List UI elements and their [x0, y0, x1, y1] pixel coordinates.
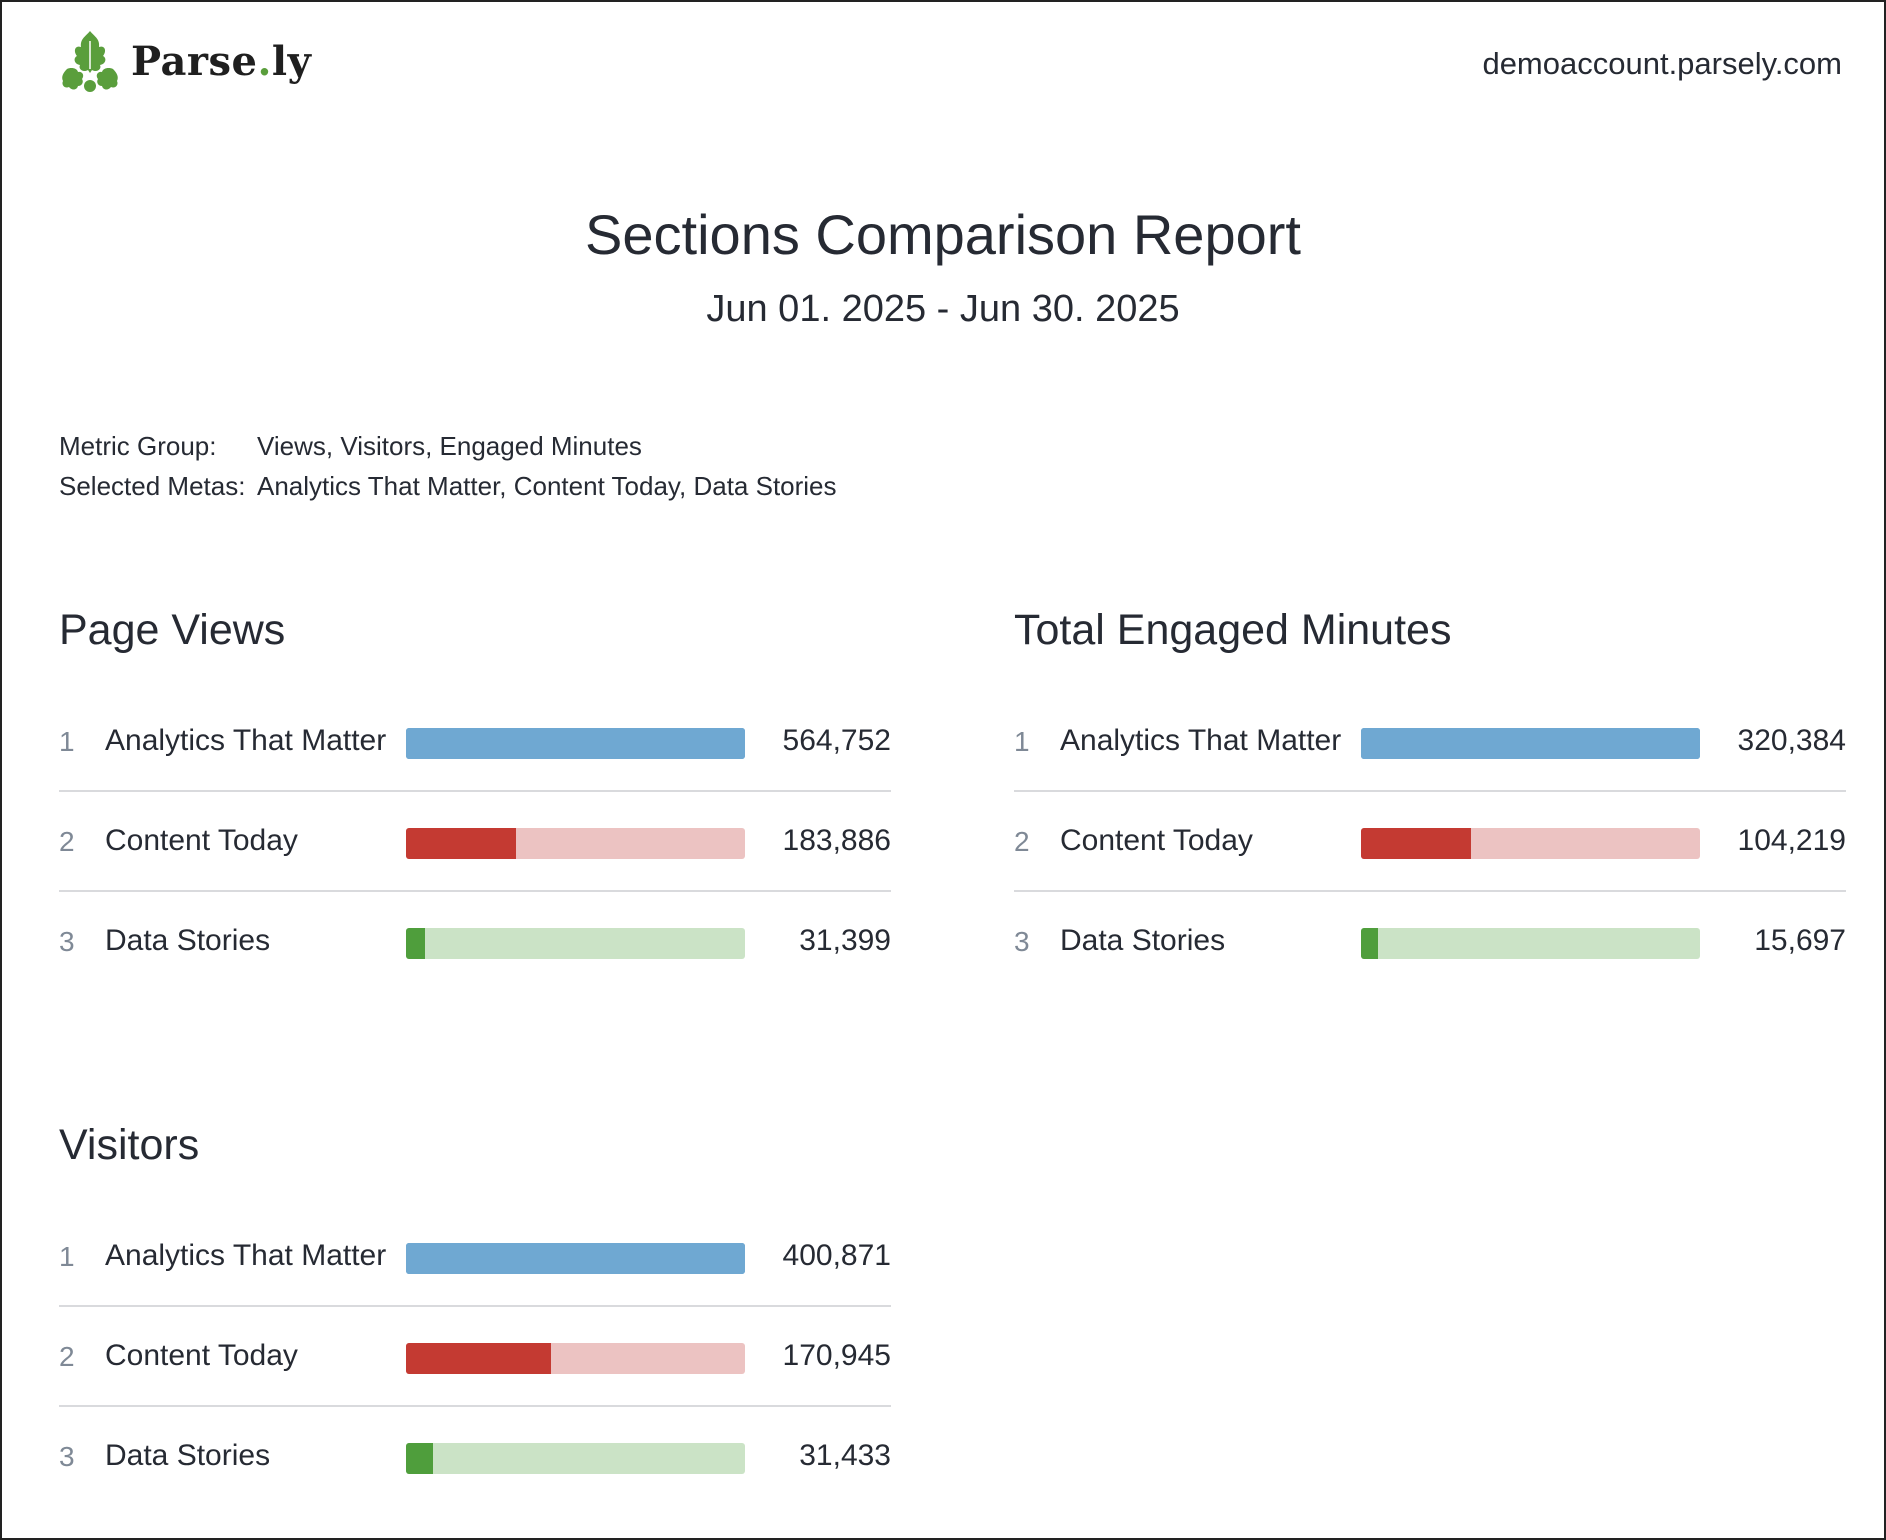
share-bar [406, 728, 745, 759]
row-label[interactable]: Data Stories [1060, 924, 1226, 957]
share-bar [1361, 928, 1700, 959]
row-rank: 2 [59, 826, 75, 857]
row-label[interactable]: Content Today [1060, 824, 1253, 857]
row-rank: 1 [1014, 726, 1030, 757]
row-label[interactable]: Analytics That Matter [105, 724, 387, 757]
row-label[interactable]: Analytics That Matter [1060, 724, 1342, 757]
share-bar-fill [406, 828, 517, 859]
account-domain: demoaccount.parsely.com [1482, 46, 1842, 81]
share-bar-fill [406, 1243, 745, 1274]
selected-metas-value: Analytics That Matter, Content Today, Da… [257, 471, 837, 501]
section-title: Page Views [59, 606, 286, 654]
table-row: 1 Analytics That Matter 400,871 [59, 1207, 891, 1307]
share-bar-fill [406, 1443, 433, 1474]
row-value: 400,871 [782, 1239, 891, 1272]
share-bar-fill [406, 1343, 551, 1374]
share-bar [406, 828, 745, 859]
table-row: 3 Data Stories 31,433 [59, 1407, 891, 1507]
date-range: Jun 01. 2025 - Jun 30. 2025 [706, 288, 1180, 330]
parsely-logo[interactable]: Parse.ly [59, 28, 311, 94]
share-bar-fill [1361, 928, 1378, 959]
row-rank: 1 [59, 1241, 75, 1272]
table-row: 2 Content Today 170,945 [59, 1307, 891, 1407]
row-rank: 3 [59, 1441, 75, 1472]
row-value: 104,219 [1737, 824, 1846, 857]
selected-metas-row: Selected Metas: Analytics That Matter, C… [59, 466, 837, 506]
section-total-engaged-minutes: Total Engaged Minutes 1 Analytics That M… [1014, 600, 1846, 992]
page-title: Sections Comparison Report [585, 203, 1301, 266]
share-bar [406, 1343, 745, 1374]
row-value: 170,945 [782, 1339, 891, 1372]
row-label[interactable]: Analytics That Matter [105, 1239, 387, 1272]
share-bar-fill [406, 928, 425, 959]
metric-group-value: Views, Visitors, Engaged Minutes [257, 431, 642, 461]
metric-group-label: Metric Group: [59, 431, 217, 461]
row-rank: 3 [59, 926, 75, 957]
table-row: 1 Analytics That Matter 320,384 [1014, 692, 1846, 792]
section-title: Visitors [59, 1121, 200, 1169]
row-value: 31,433 [799, 1439, 891, 1472]
row-label[interactable]: Content Today [105, 1339, 298, 1372]
share-bar [406, 1243, 745, 1274]
row-value: 31,399 [799, 924, 891, 957]
table-row: 2 Content Today 104,219 [1014, 792, 1846, 892]
share-bar-fill [406, 728, 745, 759]
table-row: 1 Analytics That Matter 564,752 [59, 692, 891, 792]
row-value: 15,697 [1754, 924, 1846, 957]
row-label[interactable]: Data Stories [105, 1439, 271, 1472]
share-bar [406, 1443, 745, 1474]
row-rank: 1 [59, 726, 75, 757]
row-value: 320,384 [1737, 724, 1846, 757]
report-meta: Metric Group: Views, Visitors, Engaged M… [59, 426, 837, 506]
row-rank: 3 [1014, 926, 1030, 957]
row-rank: 2 [59, 1341, 75, 1372]
share-bar-fill [1361, 728, 1700, 759]
table-row: 2 Content Today 183,886 [59, 792, 891, 892]
row-label[interactable]: Content Today [105, 824, 298, 857]
selected-metas-label: Selected Metas: [59, 471, 246, 501]
table-row: 3 Data Stories 31,399 [59, 892, 891, 992]
row-rank: 2 [1014, 826, 1030, 857]
share-bar-fill [1361, 828, 1472, 859]
share-bar [1361, 828, 1700, 859]
row-value: 564,752 [782, 724, 891, 757]
share-bar [1361, 728, 1700, 759]
row-value: 183,886 [782, 824, 891, 857]
row-label[interactable]: Data Stories [105, 924, 271, 957]
section-title: Total Engaged Minutes [1014, 606, 1452, 654]
parsley-leaf-icon [62, 31, 118, 92]
metric-group-row: Metric Group: Views, Visitors, Engaged M… [59, 426, 837, 466]
brand-name: Parse.ly [131, 37, 312, 85]
share-bar [406, 928, 745, 959]
section-page-views: Page Views 1 Analytics That Matter 564,7… [59, 600, 891, 992]
table-row: 3 Data Stories 15,697 [1014, 892, 1846, 992]
section-visitors: Visitors 1 Analytics That Matter 400,871… [59, 1115, 891, 1507]
